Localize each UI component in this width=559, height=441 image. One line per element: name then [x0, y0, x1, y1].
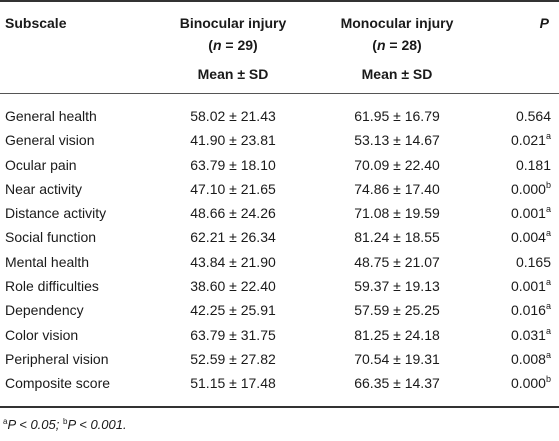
cell-binocular: 43.84 ± 21.90 [190, 253, 276, 270]
cell-binocular: 38.60 ± 22.40 [190, 278, 276, 295]
table-body: General health 58.02 ± 21.43 61.95 ± 16.79… [0, 104, 559, 396]
table-row: Color vision 63.79 ± 31.75 81.25 ± 24.18 0.… [0, 323, 559, 347]
cell-binocular: 51.15 ± 17.48 [190, 375, 276, 392]
table-row: General vision 41.90 ± 23.81 53.13 ± 14.67… [0, 128, 559, 152]
cell-binocular: 48.66 ± 24.26 [190, 205, 276, 222]
cell-monocular: 53.13 ± 14.67 [354, 132, 440, 149]
cell-subscale: Social function [5, 229, 97, 246]
header-p-value: P [539, 15, 549, 31]
cell-binocular: 62.21 ± 26.34 [190, 229, 276, 246]
cell-p-value: 0.165 [515, 253, 551, 270]
cell-p-value: 0.181 [515, 156, 551, 173]
cell-monocular: 57.59 ± 25.25 [354, 302, 440, 319]
header-monocular-n: (n = 28) [372, 37, 422, 53]
header-binocular-stat: Mean ± SD [197, 66, 269, 82]
cell-subscale: Mental health [5, 253, 90, 270]
header-divider [0, 93, 559, 94]
header-binocular-n: (n = 29) [208, 37, 258, 53]
table-row: Near activity 47.10 ± 21.65 74.86 ± 17.40 0… [0, 177, 559, 201]
cell-binocular: 47.10 ± 21.65 [190, 180, 276, 197]
cell-subscale: Dependency [5, 302, 84, 319]
cell-binocular: 58.02 ± 21.43 [190, 108, 276, 124]
cell-monocular: 59.37 ± 19.13 [354, 278, 440, 295]
table-top-rule [0, 0, 559, 2]
cell-subscale: Color vision [5, 326, 79, 343]
cell-p-value: 0.021a [510, 131, 551, 149]
cell-p-value: 0.001a [510, 204, 551, 222]
header-monocular: Monocular injury (n = 28) Mean ± SD [322, 12, 472, 85]
cell-monocular: 61.95 ± 16.79 [354, 108, 440, 124]
cell-monocular: 48.75 ± 21.07 [354, 253, 440, 270]
cell-p-value: 0.000b [510, 374, 551, 392]
header-subscale: Subscale [5, 15, 67, 31]
cell-p-value: 0.016a [510, 301, 551, 319]
cell-p-value: 0.008a [510, 349, 551, 367]
cell-p-value: 0.004a [510, 228, 551, 246]
cell-binocular: 41.90 ± 23.81 [190, 132, 276, 149]
cell-monocular: 71.08 ± 19.59 [354, 205, 440, 222]
cell-subscale: General health [5, 108, 97, 124]
cell-subscale: General vision [5, 132, 95, 149]
cell-subscale: Ocular pain [5, 156, 77, 173]
table-row: General health 58.02 ± 21.43 61.95 ± 16.79… [0, 104, 559, 128]
header-binocular-title: Binocular injury [179, 15, 287, 31]
cell-p-value: 0.001a [510, 277, 551, 295]
cell-subscale: Role difficulties [5, 278, 99, 295]
header-monocular-stat: Mean ± SD [361, 66, 433, 82]
table-row: Mental health 43.84 ± 21.90 48.75 ± 21.07 0… [0, 250, 559, 274]
cell-binocular: 63.79 ± 31.75 [190, 326, 276, 343]
cell-monocular: 70.54 ± 19.31 [354, 350, 440, 367]
cell-p-value: 0.000b [510, 179, 551, 197]
cell-binocular: 63.79 ± 18.10 [190, 156, 276, 173]
cell-subscale: Near activity [5, 180, 83, 197]
cell-binocular: 42.25 ± 25.91 [190, 302, 276, 319]
cell-monocular: 66.35 ± 14.37 [354, 375, 440, 392]
table-row: Composite score 51.15 ± 17.48 66.35 ± 14.3… [0, 371, 559, 395]
cell-binocular: 52.59 ± 27.82 [190, 350, 276, 367]
table-row: Social function 62.21 ± 26.34 81.24 ± 18.5… [0, 225, 559, 249]
table-footnote: aP < 0.05; bP < 0.001. [3, 417, 127, 432]
cell-monocular: 74.86 ± 17.40 [354, 180, 440, 197]
cell-p-value: 0.031a [510, 325, 551, 343]
cell-p-value: 0.564 [515, 108, 551, 124]
cell-monocular: 70.09 ± 22.40 [354, 156, 440, 173]
header-binocular: Binocular injury (n = 29) Mean ± SD [158, 12, 308, 85]
cell-subscale: Distance activity [5, 205, 107, 222]
cell-monocular: 81.25 ± 24.18 [354, 326, 440, 343]
cell-monocular: 81.24 ± 18.55 [354, 229, 440, 246]
table-row: Peripheral vision 52.59 ± 27.82 70.54 ± 19… [0, 347, 559, 371]
table-row: Role difficulties 38.60 ± 22.40 59.37 ± 19… [0, 274, 559, 298]
table-row: Distance activity 48.66 ± 24.26 71.08 ± 19… [0, 201, 559, 225]
table-row: Dependency 42.25 ± 25.91 57.59 ± 25.25 0.01… [0, 298, 559, 322]
table-bottom-rule [0, 406, 559, 408]
table-row: Ocular pain 63.79 ± 18.10 70.09 ± 22.40 0.1… [0, 153, 559, 177]
cell-subscale: Composite score [5, 375, 111, 392]
cell-subscale: Peripheral vision [5, 350, 109, 367]
header-monocular-title: Monocular injury [340, 15, 454, 31]
